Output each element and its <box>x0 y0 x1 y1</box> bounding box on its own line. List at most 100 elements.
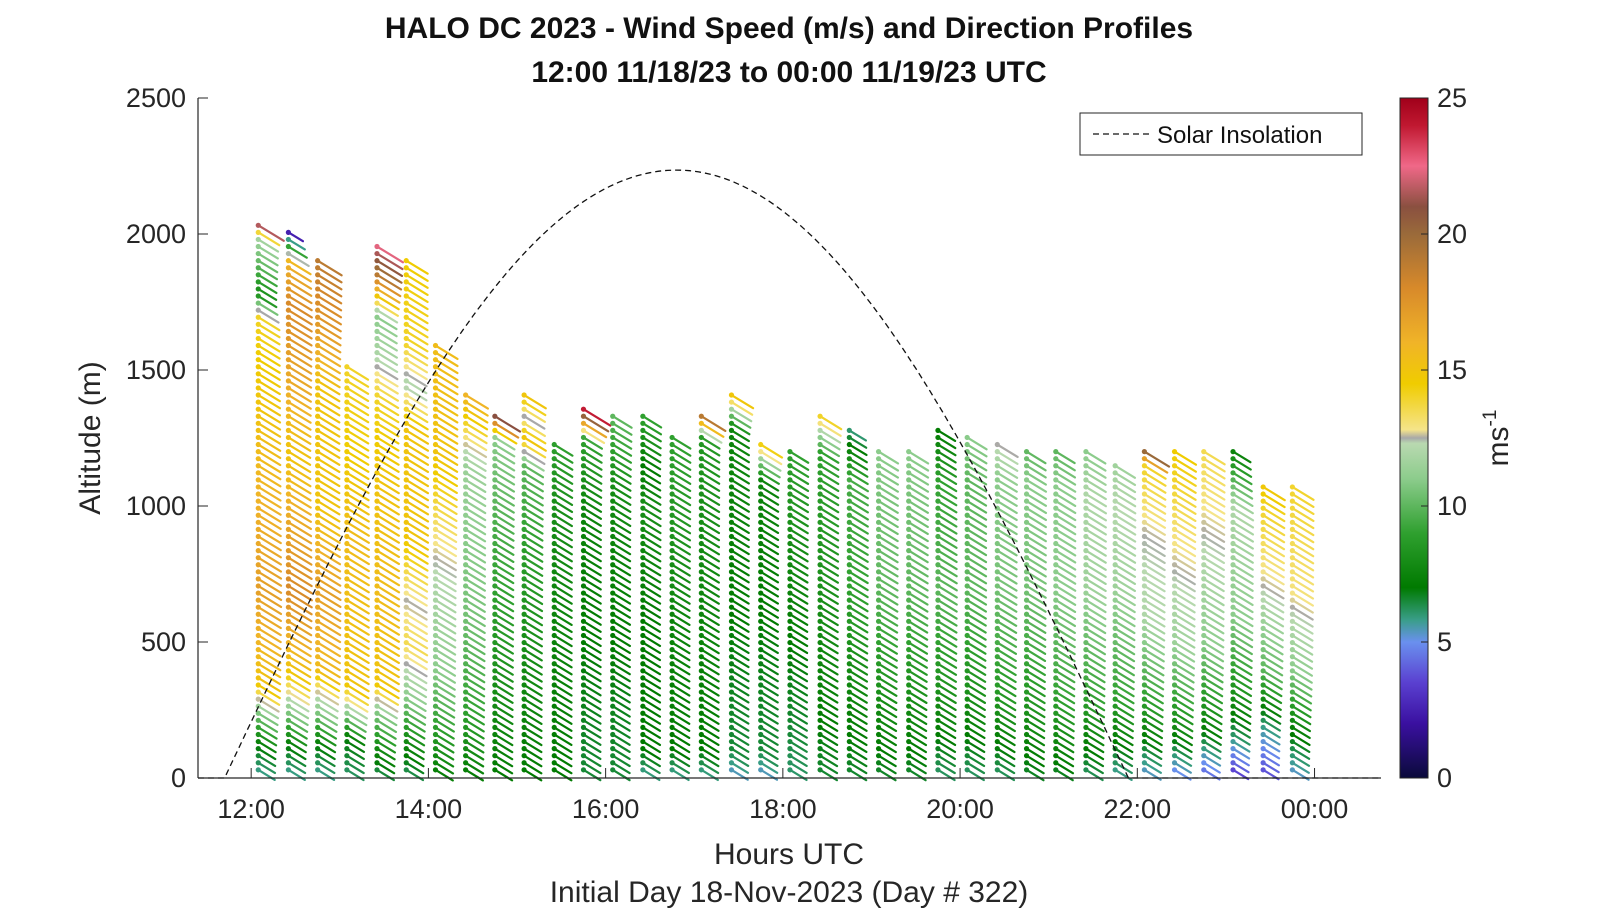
wind-barb <box>434 676 456 691</box>
wind-barb-dot <box>640 760 646 766</box>
wind-barb <box>700 648 720 662</box>
wind-barb <box>1262 733 1281 746</box>
wind-barb <box>345 726 367 740</box>
wind-barb-dot <box>669 590 675 596</box>
wind-barb <box>523 669 543 683</box>
wind-barb <box>996 584 1018 599</box>
wind-barb-dot <box>787 505 793 511</box>
wind-barb <box>1173 514 1197 530</box>
wind-barb <box>1202 648 1225 663</box>
wind-barb <box>848 500 869 514</box>
wind-barb <box>670 457 692 471</box>
wind-barb-dot <box>1141 682 1147 688</box>
wind-barb <box>1291 733 1311 747</box>
wind-barb-dot <box>610 611 616 617</box>
wind-barb <box>1173 457 1197 473</box>
wind-barb <box>464 669 486 684</box>
wind-barb <box>405 259 429 275</box>
wind-barb-dot <box>374 378 380 384</box>
wind-barb <box>287 591 313 609</box>
wind-barb <box>1114 577 1137 593</box>
wind-barb-dot <box>728 654 735 660</box>
wind-barb-dot <box>728 477 735 483</box>
wind-barb <box>1084 761 1104 775</box>
wind-barb-dot <box>640 682 646 688</box>
wind-barb-dot <box>906 682 912 688</box>
wind-barb <box>1291 662 1313 677</box>
wind-barb <box>966 471 988 486</box>
wind-barb <box>1231 485 1254 500</box>
wind-barb-dot <box>1289 703 1295 709</box>
wind-barb-dot <box>1260 526 1266 532</box>
wind-barb-dot <box>492 498 498 504</box>
wind-barb-dot <box>580 562 587 568</box>
wind-barb-dot <box>344 512 350 518</box>
wind-barb-dot <box>315 576 321 582</box>
wind-barb-dot <box>906 498 912 504</box>
wind-barb-dot <box>403 689 409 695</box>
wind-barb-dot <box>551 731 557 738</box>
wind-barb-dot <box>344 597 350 603</box>
wind-barb <box>287 266 312 283</box>
wind-barb-dot <box>1260 512 1266 518</box>
wind-barb-dot <box>403 576 409 582</box>
wind-barb <box>788 549 809 563</box>
wind-barb-dot <box>285 371 291 377</box>
wind-barb-dot <box>344 724 350 731</box>
wind-barb-dot <box>580 675 587 681</box>
wind-barb <box>316 570 342 587</box>
wind-barb <box>1202 726 1223 740</box>
wind-barb <box>730 761 750 774</box>
wind-barb-dot <box>964 540 970 547</box>
wind-barb <box>375 726 397 740</box>
wind-barb-dot <box>846 597 852 603</box>
wind-barb-dot <box>374 413 380 419</box>
wind-barb <box>966 521 988 535</box>
wind-barb <box>700 705 720 718</box>
wind-barb-dot <box>787 654 793 660</box>
wind-barb <box>405 556 429 572</box>
wind-barb <box>1202 450 1226 466</box>
wind-barb <box>257 492 282 509</box>
wind-barb <box>907 457 930 472</box>
wind-barb <box>464 422 488 438</box>
wind-barb <box>759 627 779 640</box>
x-tick-label: 22:00 <box>1104 794 1172 824</box>
wind-barb-dot <box>315 399 321 405</box>
wind-barb <box>611 535 632 549</box>
wind-barb <box>670 521 692 535</box>
wind-barb-dot <box>610 696 616 702</box>
wind-barb <box>287 450 312 466</box>
wind-barb <box>375 556 401 573</box>
wind-profile <box>787 449 810 782</box>
wind-barb <box>493 747 514 761</box>
wind-barb-dot <box>610 597 616 603</box>
wind-barb-dot <box>432 413 439 419</box>
wind-barb-dot <box>521 753 527 759</box>
wind-barb-dot <box>817 625 823 632</box>
wind-barb <box>788 747 808 760</box>
wind-barb-dot <box>610 724 616 731</box>
wind-barb-dot <box>1141 470 1147 476</box>
wind-barb <box>1054 471 1077 486</box>
wind-barb <box>788 478 810 493</box>
wind-barb <box>611 422 633 436</box>
wind-barb-dot <box>432 569 439 575</box>
wind-barb-dot <box>374 618 380 624</box>
wind-barb-dot <box>521 717 527 723</box>
wind-barb-dot <box>492 569 498 575</box>
wind-barb <box>582 492 603 506</box>
wind-barb <box>966 698 986 711</box>
wind-profile <box>935 427 958 782</box>
wind-barb <box>287 252 310 268</box>
wind-barb <box>464 570 487 585</box>
wind-barb <box>434 372 459 389</box>
wind-barb <box>1025 676 1046 691</box>
wind-barb-dot <box>698 710 704 716</box>
wind-barb-dot <box>787 555 793 561</box>
wind-barb-dot <box>846 470 852 476</box>
wind-barb-dot <box>403 682 409 688</box>
wind-barb <box>553 698 573 711</box>
wind-barb <box>1231 740 1251 753</box>
wind-barb <box>641 457 662 471</box>
